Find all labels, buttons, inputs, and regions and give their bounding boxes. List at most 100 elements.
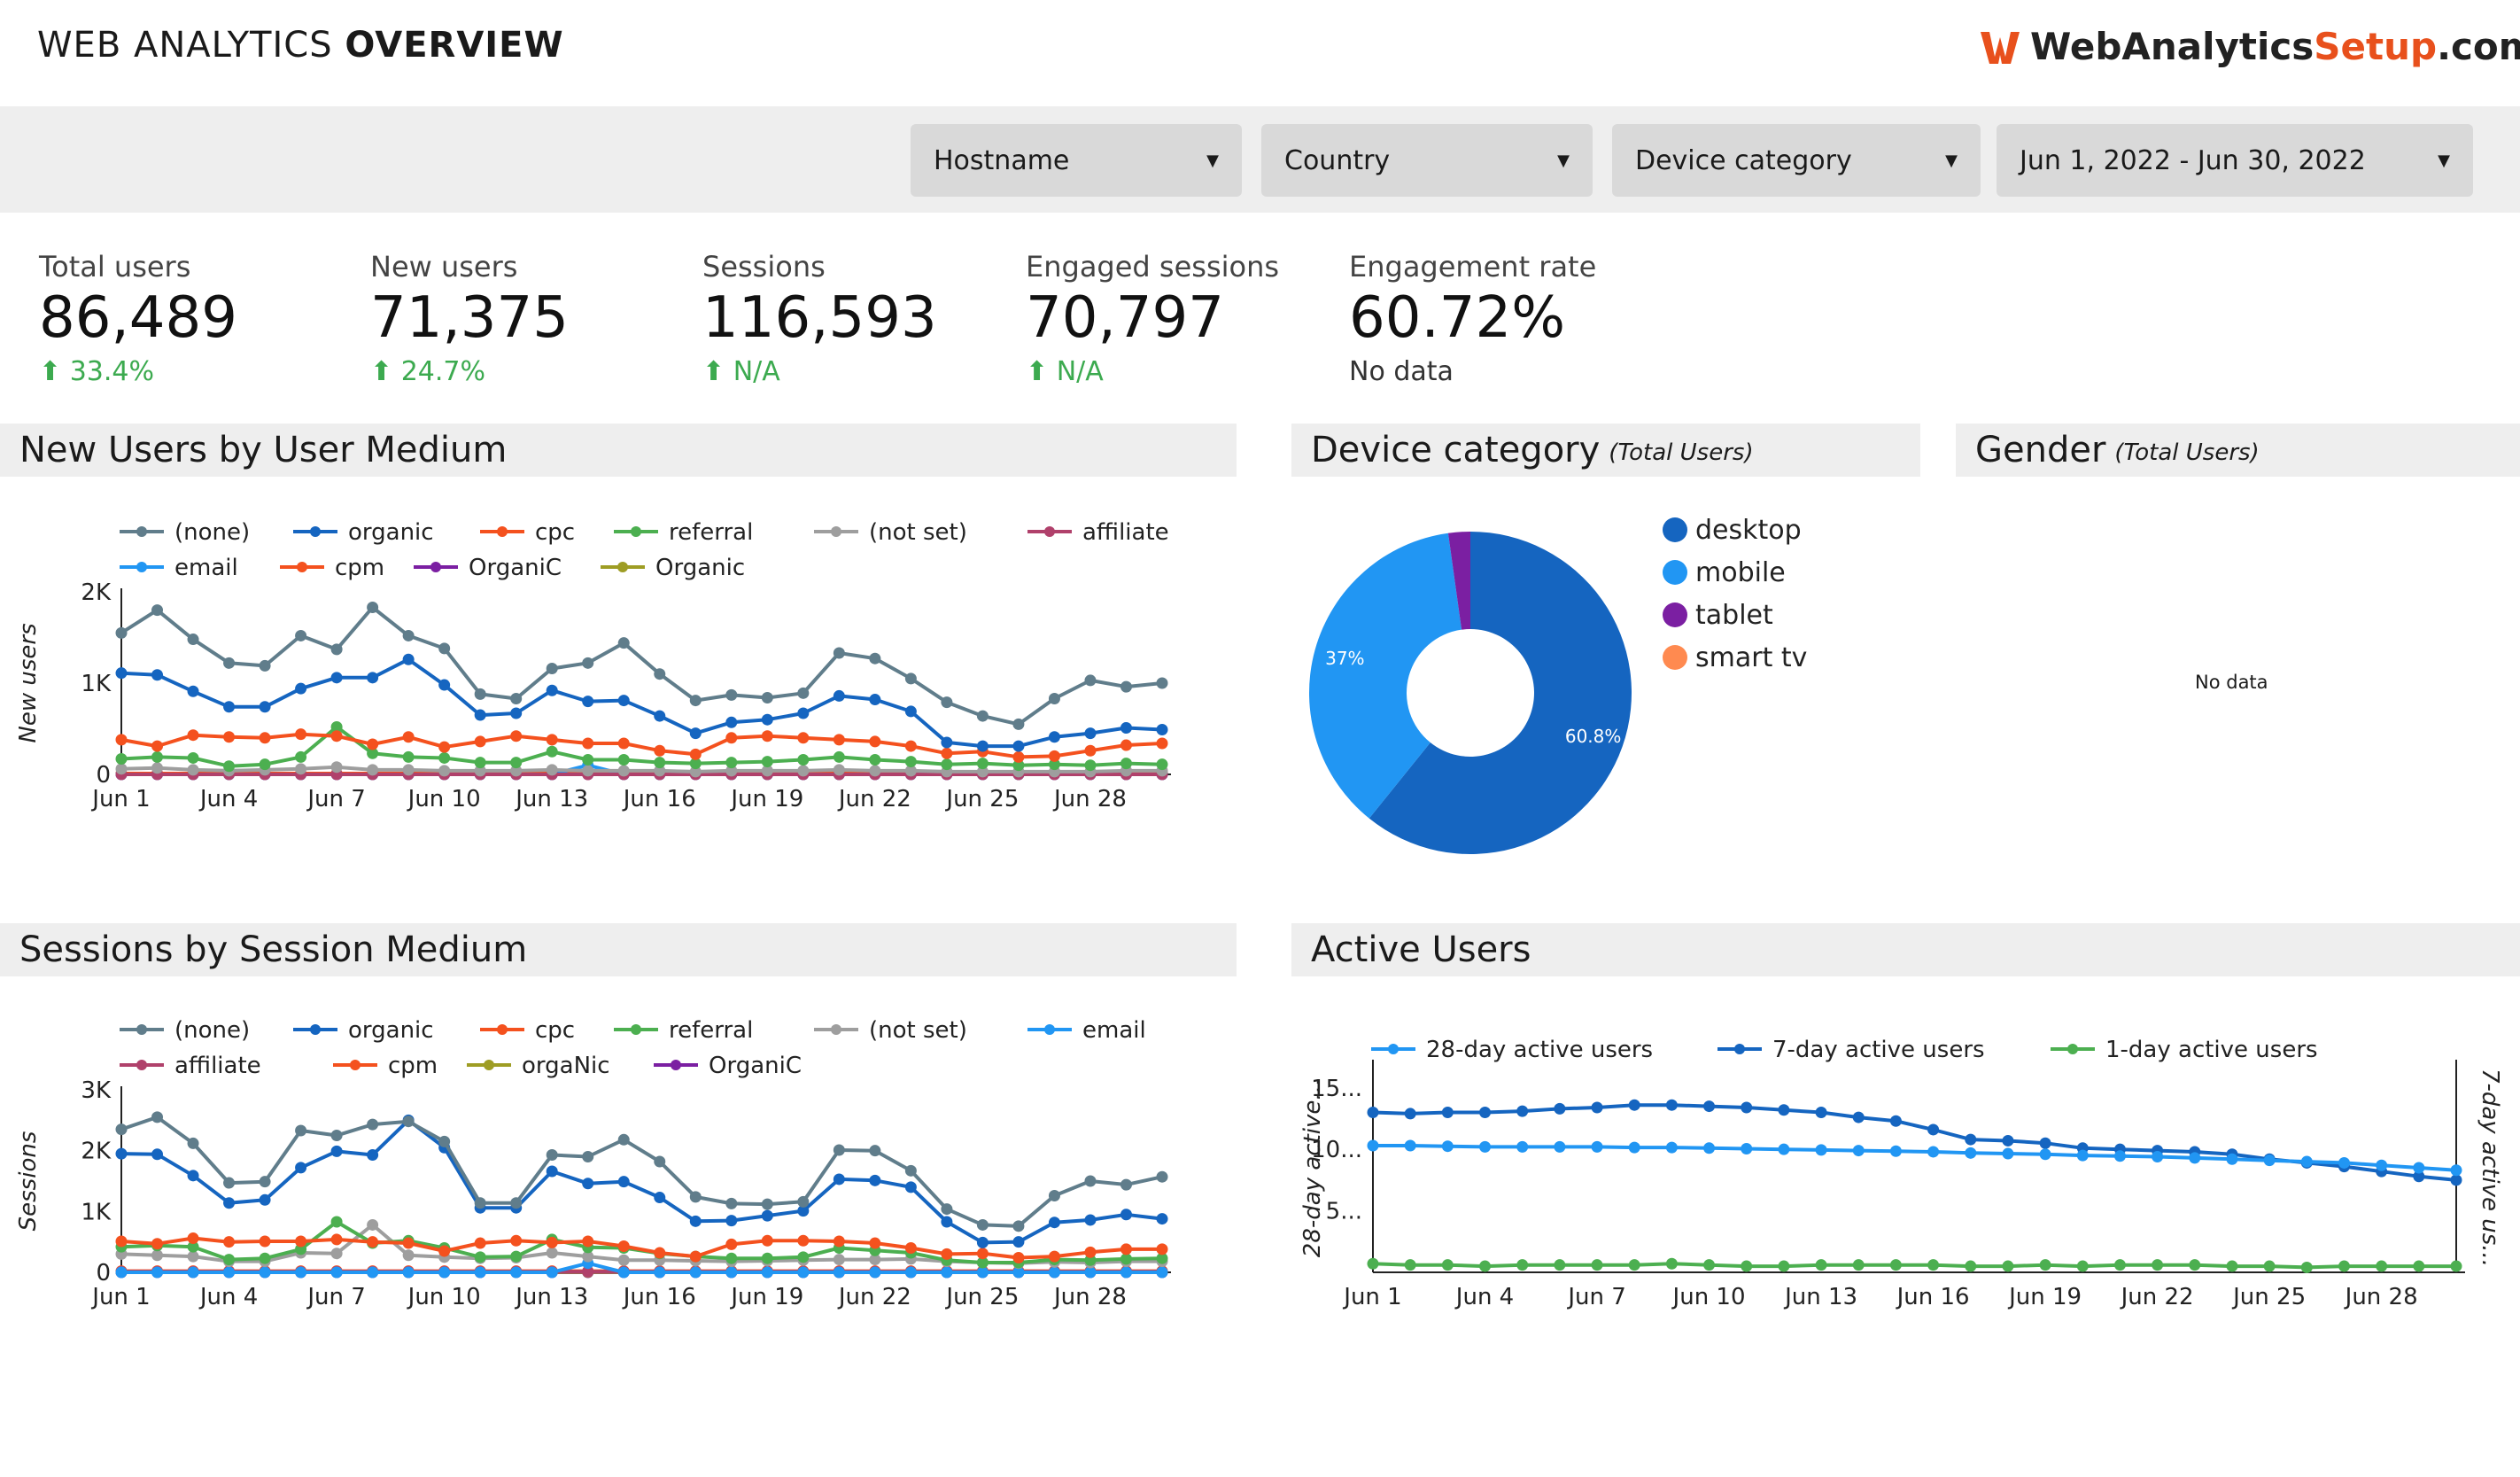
slice-mobile[interactable]	[1309, 532, 1462, 819]
data-point[interactable]	[115, 626, 128, 639]
data-point[interactable]	[2376, 1260, 2388, 1272]
data-point[interactable]	[151, 1249, 164, 1262]
data-point[interactable]	[474, 709, 486, 721]
data-point[interactable]	[2300, 1261, 2313, 1273]
data-point[interactable]	[546, 1165, 558, 1178]
data-point[interactable]	[725, 1197, 738, 1209]
legend-item-organic[interactable]: Organic	[601, 555, 745, 581]
data-point[interactable]	[223, 657, 236, 669]
data-point[interactable]	[2076, 1149, 2089, 1162]
series-email[interactable]	[115, 1257, 1168, 1279]
data-point[interactable]	[833, 1254, 845, 1266]
data-point[interactable]	[869, 1266, 881, 1279]
data-point[interactable]	[761, 730, 773, 742]
data-point[interactable]	[582, 1265, 594, 1278]
data-point[interactable]	[295, 629, 307, 641]
data-point[interactable]	[2002, 1134, 2014, 1147]
data-point[interactable]	[869, 1254, 881, 1266]
data-point[interactable]	[187, 1170, 199, 1182]
data-point[interactable]	[654, 1192, 666, 1204]
data-point[interactable]	[1012, 1236, 1025, 1248]
data-point[interactable]	[833, 647, 845, 659]
data-point[interactable]	[402, 1266, 415, 1279]
data-point[interactable]	[617, 637, 630, 649]
data-point[interactable]	[2450, 1174, 2462, 1186]
data-point[interactable]	[1741, 1101, 1753, 1114]
brand-logo[interactable]: WebAnalyticsSetup.com	[1977, 25, 2520, 68]
data-point[interactable]	[2413, 1260, 2425, 1272]
data-point[interactable]	[1479, 1107, 1492, 1119]
data-point[interactable]	[402, 653, 415, 665]
data-point[interactable]	[2450, 1260, 2462, 1272]
data-point[interactable]	[546, 734, 558, 746]
data-point[interactable]	[2338, 1156, 2350, 1169]
data-point[interactable]	[1628, 1259, 1640, 1271]
data-point[interactable]	[689, 727, 702, 740]
data-point[interactable]	[295, 1266, 307, 1279]
data-point[interactable]	[438, 741, 451, 753]
data-point[interactable]	[330, 1216, 343, 1228]
data-point[interactable]	[1012, 1220, 1025, 1232]
data-point[interactable]	[295, 1235, 307, 1248]
data-point[interactable]	[1156, 1266, 1168, 1279]
data-point[interactable]	[2113, 1259, 2126, 1271]
series-7-day-active-users[interactable]	[1367, 1099, 2462, 1186]
data-point[interactable]	[1703, 1259, 1716, 1271]
data-point[interactable]	[330, 1233, 343, 1246]
data-point[interactable]	[869, 765, 881, 777]
data-point[interactable]	[546, 1247, 558, 1259]
legend-item-tablet[interactable]: tablet	[1663, 600, 1773, 631]
data-point[interactable]	[797, 1234, 810, 1247]
data-point[interactable]	[689, 695, 702, 707]
data-point[interactable]	[761, 1252, 773, 1264]
data-point[interactable]	[187, 685, 199, 697]
data-point[interactable]	[1012, 759, 1025, 772]
legend-item-organic[interactable]: organic	[293, 1017, 434, 1044]
data-point[interactable]	[2002, 1147, 2014, 1160]
data-point[interactable]	[1441, 1259, 1454, 1271]
data-point[interactable]	[546, 1148, 558, 1161]
data-point[interactable]	[438, 751, 451, 764]
data-point[interactable]	[2226, 1260, 2238, 1272]
data-point[interactable]	[1048, 731, 1060, 743]
data-point[interactable]	[295, 750, 307, 763]
data-point[interactable]	[1665, 1099, 1678, 1111]
legend-item-organic[interactable]: organic	[293, 519, 434, 546]
data-point[interactable]	[2189, 1259, 2201, 1271]
data-point[interactable]	[617, 1266, 630, 1279]
data-point[interactable]	[1965, 1260, 1977, 1272]
data-point[interactable]	[833, 750, 845, 763]
slice-desktop[interactable]	[1369, 532, 1632, 854]
data-point[interactable]	[1741, 1260, 1753, 1272]
data-point[interactable]	[259, 758, 271, 771]
data-point[interactable]	[725, 1252, 738, 1264]
data-point[interactable]	[582, 1178, 594, 1190]
data-point[interactable]	[438, 642, 451, 655]
data-point[interactable]	[1815, 1144, 1827, 1156]
data-point[interactable]	[869, 652, 881, 665]
data-point[interactable]	[1554, 1102, 1566, 1115]
data-point[interactable]	[1889, 1115, 1902, 1127]
data-point[interactable]	[2189, 1152, 2201, 1164]
data-point[interactable]	[295, 763, 307, 775]
data-point[interactable]	[1084, 1214, 1097, 1226]
data-point[interactable]	[2413, 1162, 2425, 1174]
legend-item-cpc[interactable]: cpc	[480, 1017, 575, 1044]
data-point[interactable]	[725, 1215, 738, 1227]
legend-item-desktop[interactable]: desktop	[1663, 515, 1802, 546]
data-point[interactable]	[904, 1164, 917, 1177]
data-point[interactable]	[689, 758, 702, 770]
data-point[interactable]	[1591, 1259, 1603, 1271]
legend-item-mobile[interactable]: mobile	[1663, 557, 1786, 588]
data-point[interactable]	[546, 663, 558, 675]
data-point[interactable]	[367, 602, 379, 614]
legend-item-7-day-active-users[interactable]: 7-day active users	[1717, 1037, 1985, 1063]
data-point[interactable]	[1852, 1259, 1865, 1271]
data-point[interactable]	[2263, 1260, 2276, 1272]
date-range-picker[interactable]: Jun 1, 2022 - Jun 30, 2022 ▼	[1997, 124, 2473, 197]
data-point[interactable]	[1048, 1189, 1060, 1201]
data-point[interactable]	[689, 1215, 702, 1227]
data-point[interactable]	[259, 1252, 271, 1264]
data-point[interactable]	[187, 764, 199, 776]
data-point[interactable]	[1156, 758, 1168, 771]
